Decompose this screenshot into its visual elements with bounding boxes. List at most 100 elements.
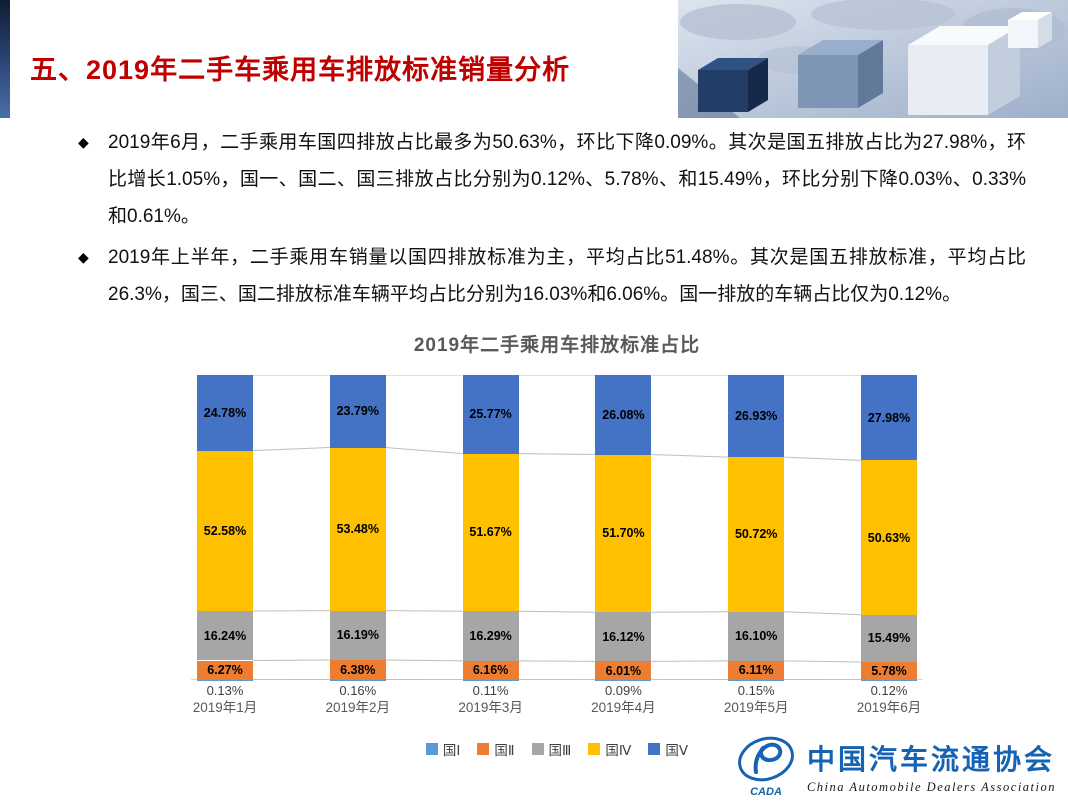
bullet-item: ◆ 2019年上半年，二手乘用车销量以国四排放标准为主，平均占比51.48%。其次…: [78, 239, 1026, 313]
legend-swatch: [531, 743, 544, 755]
bar-segment: 26.08%: [595, 375, 652, 455]
segment-value-label: 16.19%: [336, 628, 379, 643]
legend-label: 国Ⅴ: [665, 743, 689, 758]
category-label: 2019年5月: [723, 700, 789, 715]
series1-value-label: 0.13%: [206, 683, 244, 698]
bar-segment: 16.19%: [329, 610, 386, 661]
bar-segment: 16.12%: [595, 612, 652, 662]
bullet-diamond-marker: ◆: [78, 249, 89, 265]
bar-column: 6.16% 16.29% 51.67% 25.77%: [462, 375, 519, 680]
logo-texts: 中国汽车流通协会 China Automobile Dealers Associ…: [807, 738, 1056, 795]
chart-title: 2019年二手乘用车排放标准占比: [413, 335, 701, 356]
banner-graphic: [678, 0, 1068, 118]
bar-segment: 23.79%: [329, 375, 386, 448]
legend-item: 国Ⅲ: [531, 739, 572, 759]
bar-column: 6.38% 16.19% 53.48% 23.79%: [329, 375, 386, 680]
series-connector-lines: [252, 375, 862, 680]
logo-text-cn: 中国汽车流通协会: [806, 744, 1055, 776]
legend-label: 国Ⅲ: [548, 743, 572, 758]
x-axis-cell: 0.16% 2019年2月: [292, 683, 424, 716]
x-axis-cell: 0.11% 2019年3月: [425, 683, 557, 716]
left-accent-strip: [0, 0, 10, 118]
bar-segment: 51.67%: [462, 453, 519, 612]
bar-segment: 6.16%: [462, 660, 519, 680]
segment-value-label: 5.78%: [871, 663, 907, 678]
legend-swatch: [425, 743, 438, 755]
series1-value-label: 0.16%: [339, 683, 377, 698]
cubes-world-map-illustration: [678, 0, 1068, 118]
bar-segment: 6.27%: [197, 660, 253, 680]
cada-logo-icon: CADA: [738, 736, 794, 798]
bar-segment: 6.01%: [595, 661, 652, 680]
legend-swatch: [588, 743, 601, 755]
bar-segment: 16.10%: [728, 611, 785, 661]
segment-value-label: 26.93%: [734, 409, 778, 424]
bar-segment: 50.63%: [861, 460, 917, 615]
bar-segment: 25.77%: [462, 375, 519, 454]
bullet-text: 2019年上半年，二手乘用车销量以国四排放标准为主，平均占比51.48%。其次是…: [108, 247, 1026, 305]
legend-label: 国Ⅰ: [442, 743, 461, 758]
segment-value-label: 6.11%: [738, 663, 774, 678]
segment-value-label: 16.24%: [203, 628, 247, 643]
segment-value-label: 51.70%: [602, 526, 645, 541]
legend-item: 国Ⅰ: [425, 739, 461, 759]
bar-segment: 15.49%: [861, 614, 917, 663]
category-label: 2019年2月: [325, 700, 391, 715]
chart-legend: 国Ⅰ 国Ⅱ 国Ⅲ 国Ⅳ 国Ⅴ: [197, 739, 917, 759]
segment-value-label: 6.27%: [207, 663, 243, 678]
x-axis-cell: 0.09% 2019年4月: [557, 683, 689, 716]
association-logo: CADA 中国汽车流通协会 China Automobile Dealers A…: [735, 732, 1056, 800]
segment-value-label: 6.01%: [605, 663, 642, 678]
segment-value-label: 27.98%: [867, 410, 911, 425]
bar-segment: 6.11%: [728, 660, 785, 680]
segment-value-label: 50.72%: [734, 527, 778, 542]
x-axis-cell: 0.13% 2019年1月: [159, 683, 291, 716]
category-label: 2019年4月: [591, 700, 656, 715]
bar-segment: 51.70%: [595, 454, 652, 613]
segment-value-label: 16.12%: [602, 629, 645, 644]
segment-value-label: 25.77%: [469, 407, 512, 422]
series1-value-label: 0.15%: [737, 683, 775, 698]
series1-value-label: 0.11%: [472, 683, 509, 698]
bar-segment: 5.78%: [861, 662, 917, 680]
bullet-text: 2019年6月，二手乘用车国四排放占比最多为50.63%，环比下降0.09%。其…: [108, 132, 1026, 227]
bar-segment: 50.72%: [728, 457, 785, 612]
bar-column: 6.11% 16.10% 50.72% 26.93%: [728, 374, 785, 680]
bullet-diamond-marker: ◆: [78, 134, 89, 150]
legend-swatch: [648, 743, 661, 755]
legend-swatch: [477, 743, 490, 755]
chart: 2019年二手乘用车排放标准占比 6.27% 16.24% 52.58% 24.78%…: [191, 330, 923, 759]
category-label: 2019年1月: [192, 700, 258, 715]
logo-abbr: CADA: [750, 786, 782, 798]
segment-value-label: 51.67%: [469, 525, 512, 540]
segment-value-label: 23.79%: [336, 404, 379, 419]
legend-item: 国Ⅱ: [477, 739, 515, 759]
legend-item: 国Ⅴ: [648, 739, 688, 759]
bar-column: 5.78% 15.49% 50.63% 27.98%: [861, 375, 917, 680]
bar-segment: 27.98%: [861, 375, 917, 461]
segment-value-label: 52.58%: [203, 523, 247, 538]
segment-value-label: 6.16%: [472, 663, 509, 678]
series1-value-label: 0.12%: [870, 683, 908, 698]
bar-segment: 16.29%: [462, 611, 519, 661]
x-axis-cell: 0.15% 2019年5月: [690, 683, 822, 716]
segment-value-label: 26.08%: [602, 407, 645, 422]
bar-segment: 6.38%: [329, 660, 386, 680]
chart-plot-area: 6.27% 16.24% 52.58% 24.78% 6.38% 16.19% 53.48%…: [191, 374, 923, 680]
segment-value-label: 16.29%: [469, 629, 512, 644]
bullet-item: ◆ 2019年6月，二手乘用车国四排放占比最多为50.63%，环比下降0.09%。…: [78, 124, 1026, 235]
segment-value-label: 24.78%: [203, 405, 247, 420]
category-label: 2019年6月: [856, 700, 922, 715]
logo-text-en: China Automobile Dealers Association: [806, 779, 1056, 794]
bar-segment: 24.78%: [197, 375, 253, 451]
legend-item: 国Ⅳ: [588, 739, 631, 759]
legend-label: 国Ⅳ: [605, 743, 632, 758]
bar-segment: 53.48%: [329, 447, 386, 611]
page-title: 五、2019年二手车乘用车排放标准销量分析: [30, 55, 571, 85]
segment-value-label: 6.38%: [340, 662, 376, 677]
bar-column: 6.01% 16.12% 51.70% 26.08%: [595, 375, 652, 680]
bar-segment: 52.58%: [197, 450, 253, 611]
x-axis-cell: 0.12% 2019年6月: [823, 683, 955, 716]
x-axis-labels: 0.13% 2019年1月 0.16% 2019年2月 0.11% 2019年3月 0.09…: [193, 683, 922, 719]
